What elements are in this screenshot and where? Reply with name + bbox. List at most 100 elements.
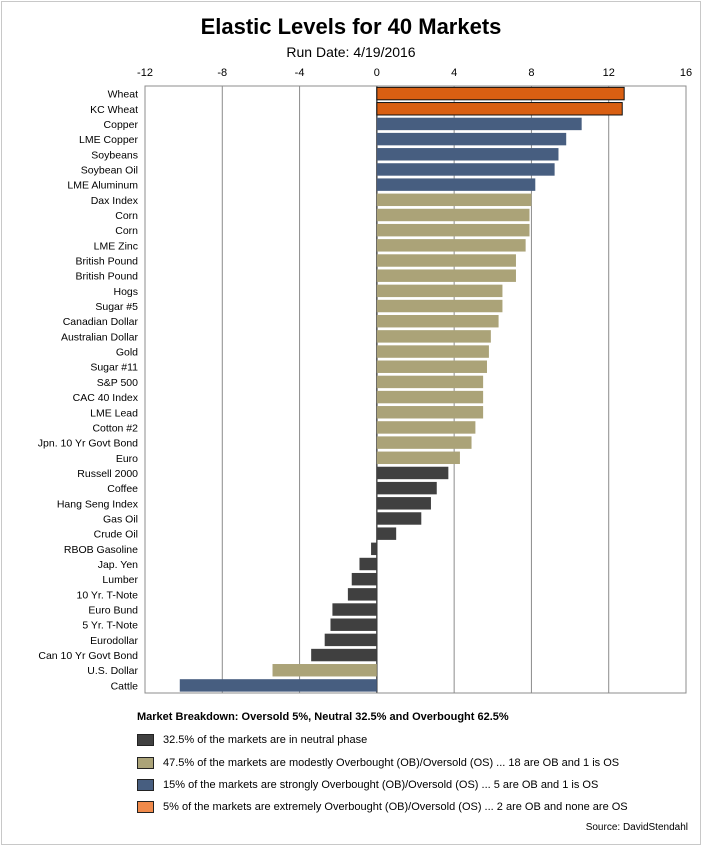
- category-label: LME Aluminum: [67, 180, 138, 192]
- category-label: Dax Index: [91, 195, 139, 207]
- legend-text-modest: 47.5% of the markets are modestly Overbo…: [163, 757, 620, 769]
- legend-item-strong: 15% of the markets are strongly Overboug…: [137, 779, 598, 791]
- bar: [376, 421, 476, 434]
- bar: [179, 679, 377, 692]
- category-label: LME Lead: [90, 407, 138, 419]
- chart-title: Elastic Levels for 40 Markets: [200, 14, 502, 39]
- category-label: Can 10 Yr Govt Bond: [38, 650, 138, 662]
- x-tick-label: 0: [374, 67, 380, 79]
- category-label: Soybean Oil: [81, 164, 138, 176]
- category-label: CAC 40 Index: [73, 392, 139, 404]
- category-label: Eurodollar: [90, 635, 138, 647]
- bar: [376, 451, 460, 465]
- bar: [376, 299, 503, 313]
- bar: [311, 648, 377, 662]
- x-tick-label: -8: [217, 67, 227, 79]
- legend-text-neutral: 32.5% of the markets are in neutral phas…: [163, 734, 368, 746]
- category-label: RBOB Gasoline: [64, 544, 138, 556]
- bar: [272, 664, 377, 677]
- bar: [376, 178, 536, 191]
- bar: [347, 588, 377, 601]
- bar: [376, 512, 422, 525]
- legend-swatch-modest: [137, 757, 154, 769]
- category-label: Coffee: [107, 483, 138, 495]
- category-label: Sugar #5: [95, 301, 138, 313]
- chart-subtitle: Run Date: 4/19/2016: [286, 44, 416, 60]
- bar: [376, 86, 625, 101]
- bar: [371, 542, 377, 556]
- category-label: Cotton #2: [92, 422, 138, 434]
- legend-text-extreme: 5% of the markets are extremely Overboug…: [163, 801, 628, 813]
- x-tick-label: 16: [680, 67, 692, 79]
- category-label: Australian Dollar: [61, 331, 139, 343]
- legend-item-extreme: 5% of the markets are extremely Overboug…: [137, 801, 628, 813]
- category-label: 10 Yr. T-Note: [77, 589, 139, 601]
- bar: [376, 208, 530, 222]
- bar: [332, 603, 377, 616]
- category-label: Jpn. 10 Yr Govt Bond: [38, 438, 138, 450]
- bar: [376, 466, 449, 480]
- category-label: Hang Seng Index: [57, 498, 139, 510]
- bar: [376, 223, 530, 237]
- category-label: LME Zinc: [94, 240, 138, 252]
- bar: [376, 254, 516, 267]
- bar: [376, 239, 526, 252]
- legend-text-strong: 15% of the markets are strongly Overboug…: [163, 779, 599, 791]
- legend-item-neutral: 32.5% of the markets are in neutral phas…: [137, 734, 367, 746]
- plot-area: [144, 85, 687, 694]
- category-label: Russell 2000: [77, 468, 138, 480]
- bar: [376, 360, 487, 373]
- category-label: 5 Yr. T-Note: [82, 620, 138, 632]
- bar: [376, 163, 555, 176]
- category-label: Cattle: [111, 680, 139, 692]
- bar: [376, 314, 499, 328]
- category-label: British Pound: [76, 271, 139, 283]
- category-label: Gold: [116, 347, 138, 359]
- category-label: Gas Oil: [103, 513, 138, 525]
- category-label: LME Copper: [79, 134, 138, 146]
- bar: [376, 436, 472, 449]
- x-tick-label: -12: [137, 67, 153, 79]
- category-label: Canadian Dollar: [63, 316, 139, 328]
- bar: [324, 633, 377, 647]
- bar: [376, 193, 532, 207]
- category-label: Soybeans: [91, 149, 138, 161]
- bar: [376, 132, 567, 146]
- x-tick-label: 12: [603, 67, 615, 79]
- bar: [376, 406, 484, 419]
- category-label: Euro Bund: [88, 605, 138, 617]
- bar: [376, 481, 437, 495]
- x-tick-label: -4: [295, 67, 305, 79]
- category-label: U.S. Dollar: [87, 665, 138, 677]
- bar: [376, 345, 489, 358]
- bar: [376, 330, 491, 343]
- market-breakdown: Market Breakdown: Oversold 5%, Neutral 3…: [137, 711, 509, 723]
- source-note: Source: DavidStendahl: [585, 822, 688, 833]
- bar: [376, 102, 623, 116]
- category-label: Jap. Yen: [98, 559, 138, 571]
- bar: [351, 572, 377, 586]
- category-label: Lumber: [102, 574, 138, 586]
- bar: [376, 375, 484, 389]
- bar: [376, 527, 397, 540]
- category-label: KC Wheat: [90, 104, 138, 116]
- x-tick-label: 8: [528, 67, 534, 79]
- x-tick-label: 4: [451, 67, 457, 79]
- category-label: Copper: [104, 119, 139, 131]
- bar: [330, 618, 377, 631]
- legend-swatch-extreme: [137, 801, 154, 813]
- bar: [359, 557, 377, 571]
- bar: [376, 390, 484, 404]
- category-label: Euro: [116, 453, 138, 465]
- legend-swatch-neutral: [137, 734, 154, 746]
- bar: [376, 284, 503, 298]
- category-label: British Pound: [76, 256, 139, 268]
- legend-item-modest: 47.5% of the markets are modestly Overbo…: [137, 757, 619, 769]
- legend-swatch-strong: [137, 779, 154, 791]
- bar: [376, 269, 516, 282]
- category-label: Wheat: [108, 89, 138, 101]
- category-label: Corn: [115, 225, 138, 237]
- bar: [376, 497, 431, 510]
